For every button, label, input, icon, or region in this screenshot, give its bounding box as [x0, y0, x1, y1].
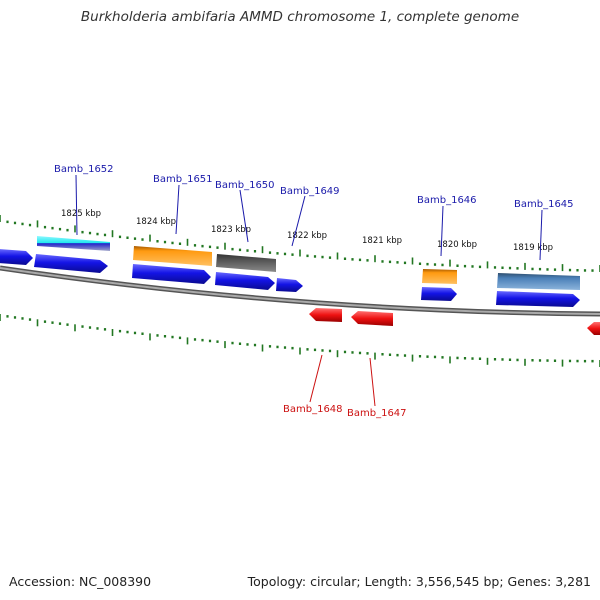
- ruler-ticks-forward: [0, 215, 600, 272]
- feature-bamb-1651[interactable]: [133, 246, 212, 266]
- ruler-label-1819: 1819 kbp: [513, 243, 553, 253]
- ruler-label-1820: 1820 kbp: [437, 240, 477, 250]
- forward-features: [0, 236, 580, 307]
- feature-bamb-1652[interactable]: [37, 236, 110, 251]
- feature-bamb-1645[interactable]: [497, 273, 580, 290]
- ruler-labels: 1825 kbp 1824 kbp 1823 kbp 1822 kbp 1821…: [61, 209, 553, 253]
- gene-label-bamb-1650[interactable]: Bamb_1650: [215, 180, 275, 191]
- gene-labels: Bamb_1652 Bamb_1651 Bamb_1650 Bamb_1649 …: [54, 164, 574, 419]
- ruler-ticks-reverse: [0, 314, 600, 367]
- gene-label-bamb-1647[interactable]: Bamb_1647: [347, 408, 407, 419]
- reverse-features: [309, 308, 600, 335]
- ruler-label-1825: 1825 kbp: [61, 209, 101, 219]
- gene-label-bamb-1651[interactable]: Bamb_1651: [153, 174, 213, 185]
- ruler-label-1822: 1822 kbp: [287, 231, 327, 241]
- cds-bamb-1648[interactable]: [309, 308, 342, 322]
- gene-label-bamb-1649[interactable]: Bamb_1649: [280, 186, 340, 197]
- map-title: Burkholderia ambifaria AMMD chromosome 1…: [80, 9, 520, 25]
- cds-right-edge[interactable]: [587, 322, 600, 335]
- accession-label: Accession: NC_008390: [9, 574, 152, 589]
- cds-bamb-1650[interactable]: [215, 272, 275, 290]
- ruler-label-1824: 1824 kbp: [136, 217, 176, 227]
- cds-bamb-1646[interactable]: [421, 287, 457, 301]
- feature-bamb-1646[interactable]: [422, 269, 457, 284]
- gene-label-bamb-1648[interactable]: Bamb_1648: [283, 404, 343, 415]
- ruler-label-1821: 1821 kbp: [362, 236, 402, 246]
- cds-bamb-1651[interactable]: [132, 264, 211, 284]
- cds-bamb-1647[interactable]: [351, 311, 393, 326]
- cds-bamb-1649[interactable]: [276, 278, 303, 292]
- feature-bamb-1650[interactable]: [216, 254, 276, 272]
- topology-label: Topology: circular; Length: 3,556,545 bp…: [247, 574, 591, 589]
- backbone: [0, 265, 600, 317]
- gene-callouts: [75, 174, 543, 407]
- gene-label-bamb-1645[interactable]: Bamb_1645: [514, 199, 574, 210]
- ruler-label-1823: 1823 kbp: [211, 225, 251, 235]
- cds-left-edge[interactable]: [0, 249, 33, 265]
- gene-label-bamb-1652[interactable]: Bamb_1652: [54, 164, 114, 175]
- gene-label-bamb-1646[interactable]: Bamb_1646: [417, 195, 477, 206]
- cds-bamb-1652[interactable]: [34, 254, 108, 273]
- cds-bamb-1645[interactable]: [496, 291, 580, 307]
